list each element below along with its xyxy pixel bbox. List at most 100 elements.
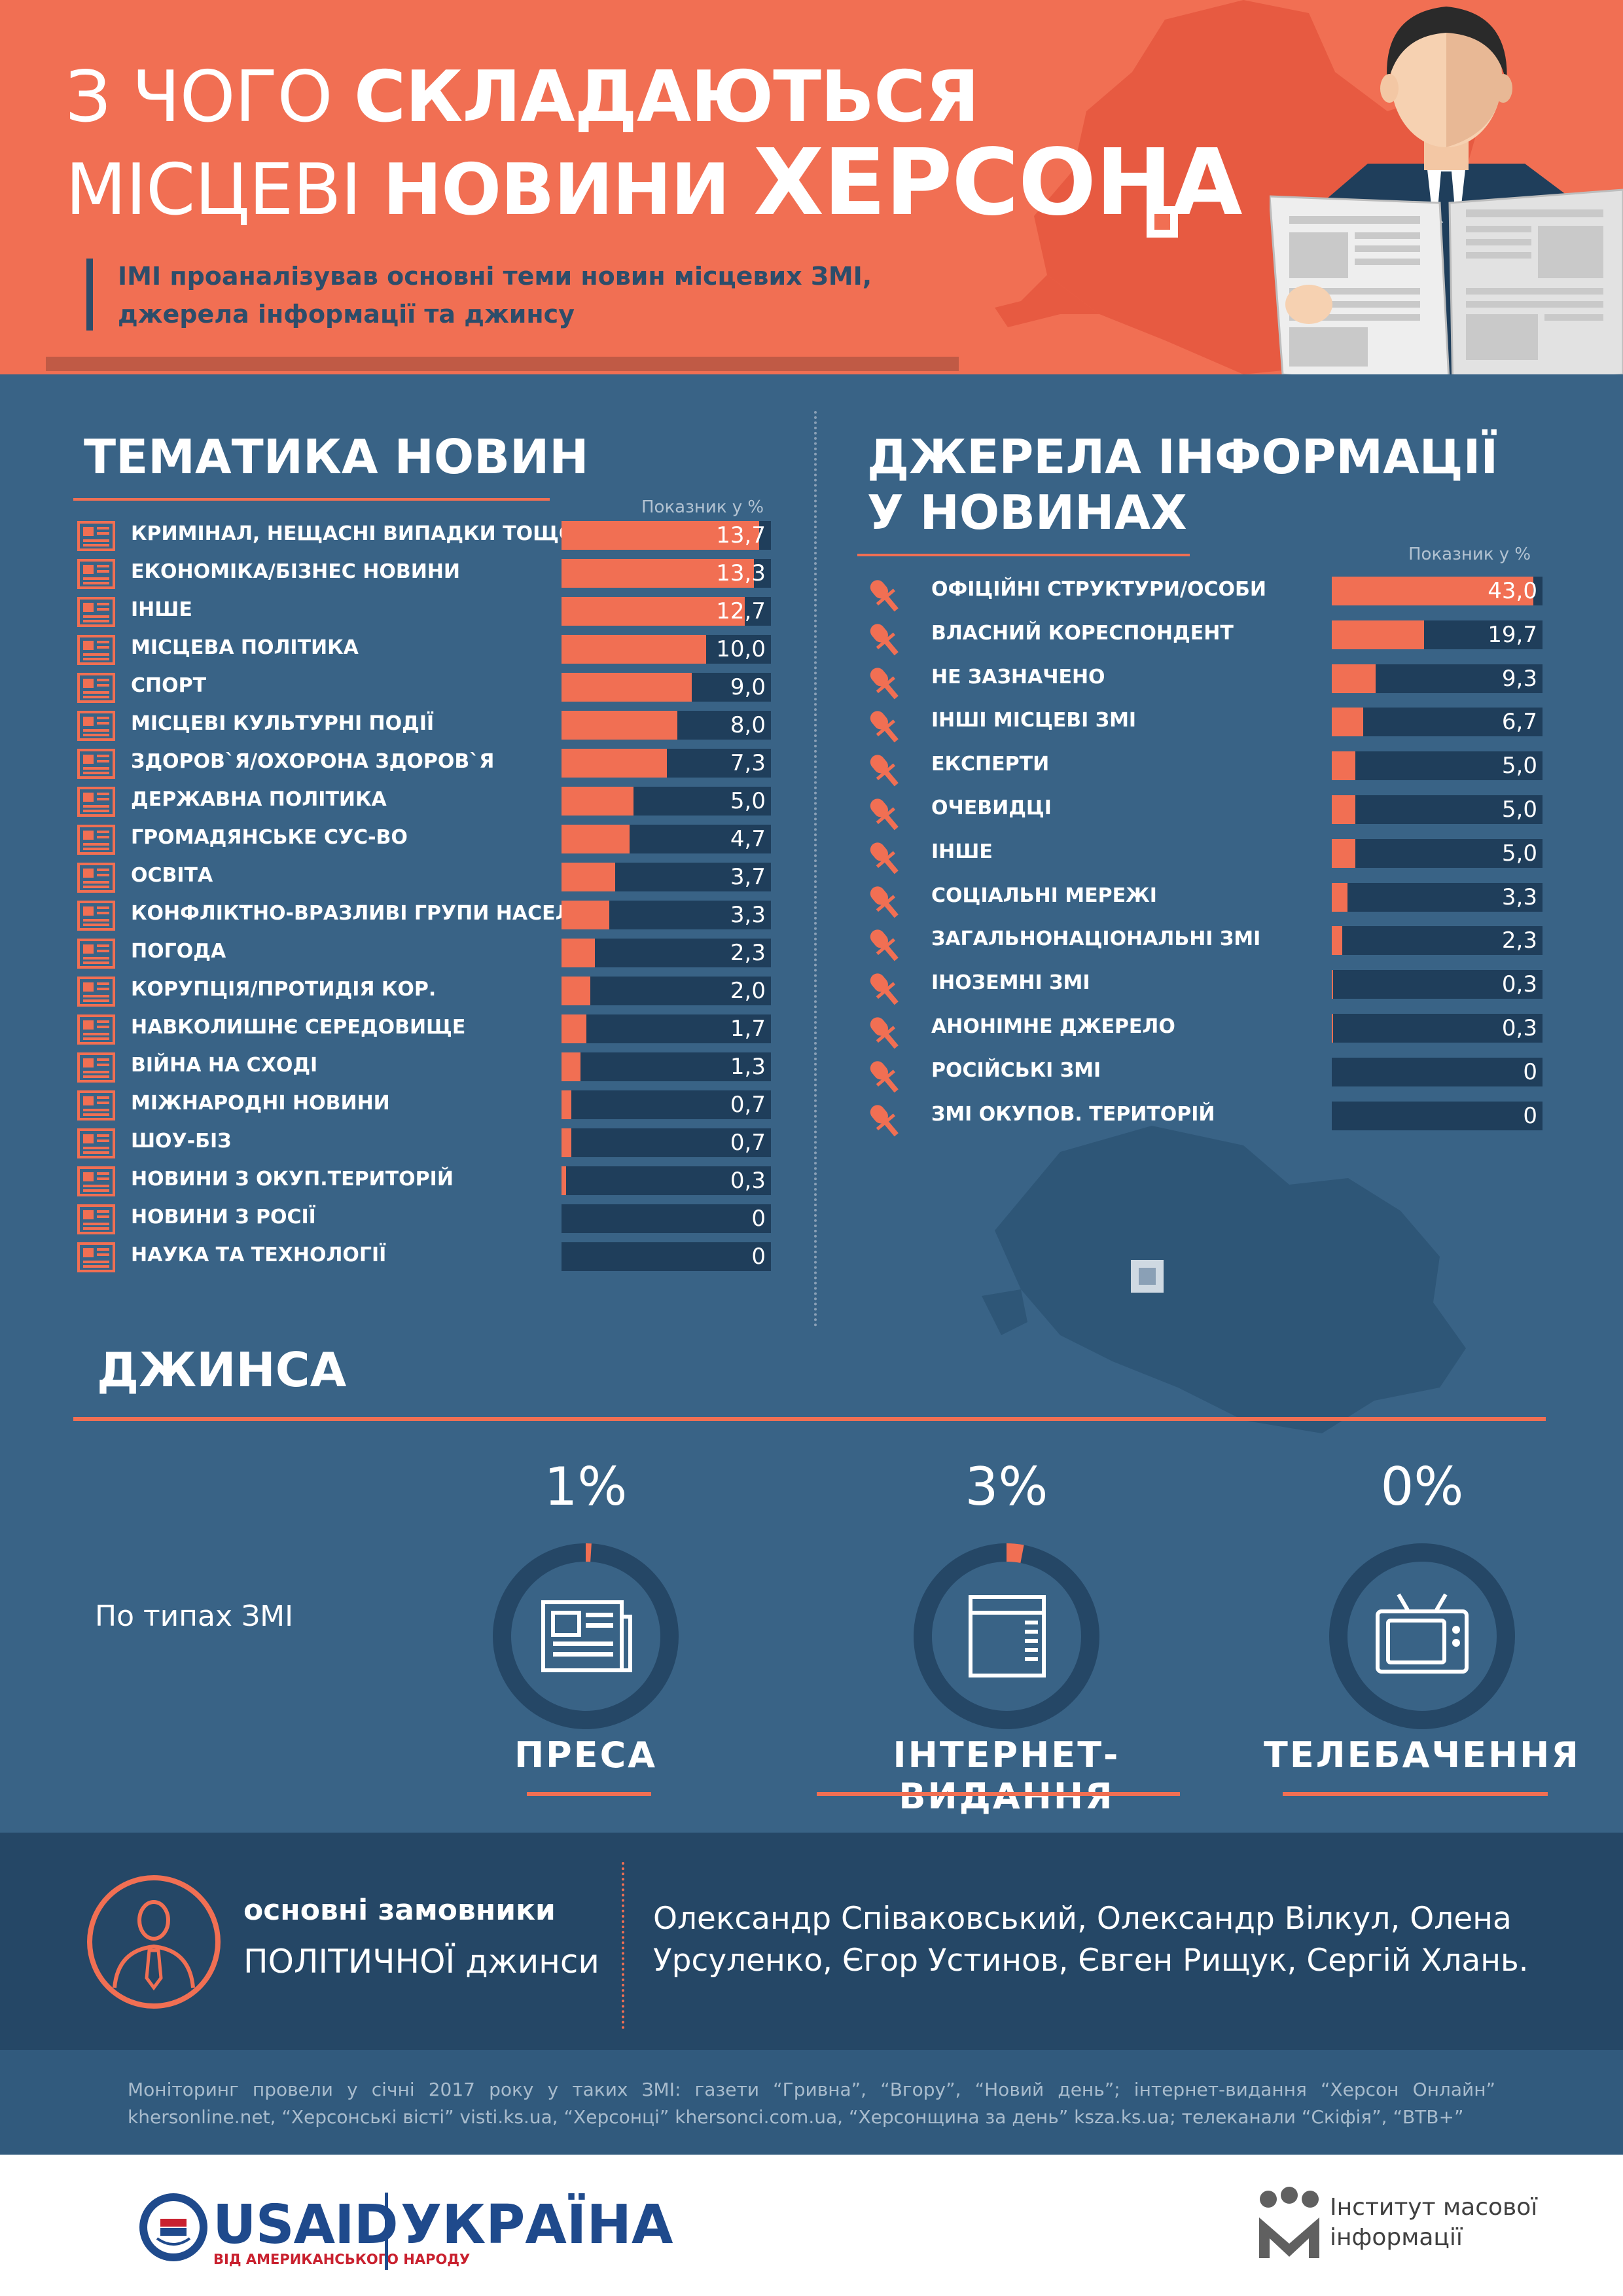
row-label: МІСЦЕВА ПОЛІТИКА (131, 636, 359, 659)
imi-text-line-1: Інститут масової (1330, 2194, 1538, 2221)
bar-track: 0,3 (562, 1166, 771, 1195)
row-label: ОСВІТА (131, 864, 213, 887)
monitoring-note-band (0, 2050, 1623, 2155)
bar-value: 3,7 (730, 864, 766, 890)
newspaper-icon (77, 1204, 115, 1237)
newspaper-icon (77, 1166, 115, 1199)
bar-track: 0 (1332, 1101, 1543, 1130)
bar-track: 2,3 (562, 939, 771, 967)
newspaper-icon (77, 939, 115, 971)
sources-section-title-1: ДЖЕРЕЛА ІНФОРМАЦІЇ (867, 429, 1499, 484)
row-label: ПОГОДА (131, 940, 226, 963)
jeansa-ring (1329, 1543, 1515, 1729)
bar-track: 6,7 (1332, 708, 1543, 737)
bar-track: 8,0 (562, 711, 771, 740)
microphone-icon (861, 1102, 908, 1143)
city-marker-icon (1147, 206, 1178, 238)
kherson-region-map-silhouette (982, 1126, 1466, 1433)
bar-fill (1332, 882, 1347, 912)
ring-track (914, 1543, 1099, 1729)
row-label: ОФІЦІЙНІ СТРУКТУРИ/ОСОБИ (931, 578, 1266, 601)
political-clients-names: Олександр Співаковський, Олександр Вілку… (653, 1901, 1529, 1979)
microphone-icon (861, 577, 908, 619)
bar-track: 12,7 (562, 597, 771, 626)
bar-fill (1332, 708, 1363, 737)
newspaper-icon (77, 863, 115, 895)
row-label: ЕКСПЕРТИ (931, 753, 1050, 776)
topic-row: НОВИНИ З ОКУП.ТЕРИТОРІЙ 0,3 (77, 1162, 777, 1200)
bar-value: 12,7 (716, 598, 766, 624)
logo-band (0, 2155, 1623, 2296)
newspaper-icon (77, 635, 115, 668)
bar-value: 6,7 (1501, 709, 1537, 736)
topic-row: ГРОМАДЯНСЬКЕ СУС-ВО 4,7 (77, 821, 777, 859)
vertical-divider (814, 411, 817, 1327)
row-label: ІНШЕ (931, 840, 993, 863)
row-label: ЗМІ ОКУПОВ. ТЕРИТОРІЙ (931, 1102, 1215, 1126)
newspaper-icon (77, 825, 115, 857)
microphone-icon (861, 795, 908, 837)
jeansa-type-underline (527, 1792, 651, 1796)
bar-track: 2,3 (1332, 926, 1543, 956)
person-with-tie-icon (87, 1875, 221, 2009)
bar-value: 3,3 (1501, 884, 1537, 910)
jeansa-type-label: ПРЕСА (514, 1734, 658, 1776)
source-row: НЕ ЗАЗНАЧЕНО 9,3 (861, 660, 1548, 699)
logo-separator (385, 2193, 388, 2270)
row-label: ЗДОРОВ`Я/ОХОРОНА ЗДОРОВ`Я (131, 750, 495, 773)
bar-track: 0 (562, 1204, 771, 1233)
row-label: ІНОЗЕМНІ ЗМІ (931, 971, 1090, 995)
jeansa-type-label: ІНТЕРНЕТ-ВИДАННЯ (893, 1734, 1120, 1817)
topics-unit-note: Показник у % (641, 497, 764, 517)
newspaper-icon (77, 977, 115, 1009)
newspaper-icon (77, 901, 115, 933)
row-label: ВЛАСНИЙ КОРЕСПОНДЕНТ (931, 621, 1234, 645)
bar-fill (1332, 926, 1342, 956)
topic-row: НАУКА ТА ТЕХНОЛОГІЇ 0 (77, 1238, 777, 1276)
bar-track: 19,7 (1332, 620, 1543, 649)
bar-fill (562, 1128, 571, 1157)
bar-fill (1332, 620, 1424, 649)
microphone-icon (861, 708, 908, 749)
sources-unit-note: Показник у % (1408, 545, 1531, 564)
bar-track: 0,7 (562, 1090, 771, 1119)
source-row: ІНШІ МІСЦЕВІ ЗМІ 6,7 (861, 704, 1548, 743)
bar-value: 3,3 (730, 902, 766, 928)
row-label: КОНФЛІКТНО-ВРАЗЛИВІ ГРУПИ НАСЕЛЕННЯ (131, 902, 633, 925)
newspaper-icon (77, 521, 115, 554)
topic-row: ОСВІТА 3,7 (77, 859, 777, 897)
ring-arc (914, 1543, 1099, 1729)
title-bold: СКЛАДАЮТЬСЯ (353, 56, 980, 138)
row-label: ЕКОНОМІКА/БІЗНЕС НОВИНИ (131, 560, 461, 583)
intro-text: ІМІ проаналізував основні теми новин міс… (118, 262, 872, 329)
newspaper-icon (541, 1600, 632, 1672)
bar-fill (1332, 577, 1533, 605)
tv-icon (1376, 1593, 1469, 1674)
topic-row: ПОГОДА 2,3 (77, 935, 777, 973)
bar-value: 2,3 (730, 940, 766, 966)
source-row: АНОНІМНЕ ДЖЕРЕЛО 0,3 (861, 1010, 1548, 1049)
bar-track: 3,3 (562, 901, 771, 929)
row-label: МІЖНАРОДНІ НОВИНИ (131, 1092, 390, 1115)
jeansa-title-underline (73, 1417, 1546, 1421)
political-divider (622, 1862, 624, 2029)
row-label: НОВИНИ З ОКУП.ТЕРИТОРІЙ (131, 1168, 454, 1191)
imi-logo-icon (1259, 2187, 1319, 2258)
newspaper-reader-illustration (1270, 7, 1623, 374)
row-label: ІНШІ МІСЦЕВІ ЗМІ (931, 709, 1137, 732)
bar-fill (1332, 664, 1376, 693)
bar-fill (562, 673, 692, 702)
topic-row: ЗДОРОВ`Я/ОХОРОНА ЗДОРОВ`Я 7,3 (77, 745, 777, 783)
monitoring-note: Моніторинг провели у січні 2017 року у т… (128, 2079, 1495, 2128)
jeansa-type-label: ТЕЛЕБАЧЕННЯ (1264, 1734, 1580, 1776)
row-label: ЗАГАЛЬНОНАЦІОНАЛЬНІ ЗМІ (931, 927, 1261, 951)
bar-track: 5,0 (1332, 751, 1543, 781)
bar-track: 5,0 (562, 787, 771, 816)
bar-value: 0,3 (730, 1168, 766, 1194)
row-label: НАУКА ТА ТЕХНОЛОГІЇ (131, 1244, 387, 1266)
source-row: РОСІЙСЬКІ ЗМІ 0 (861, 1054, 1548, 1093)
imi-text-line-2: інформації (1330, 2224, 1463, 2251)
bar-fill (1332, 970, 1333, 999)
newspaper-icon (77, 1128, 115, 1161)
bar-value: 43,0 (1488, 578, 1537, 604)
